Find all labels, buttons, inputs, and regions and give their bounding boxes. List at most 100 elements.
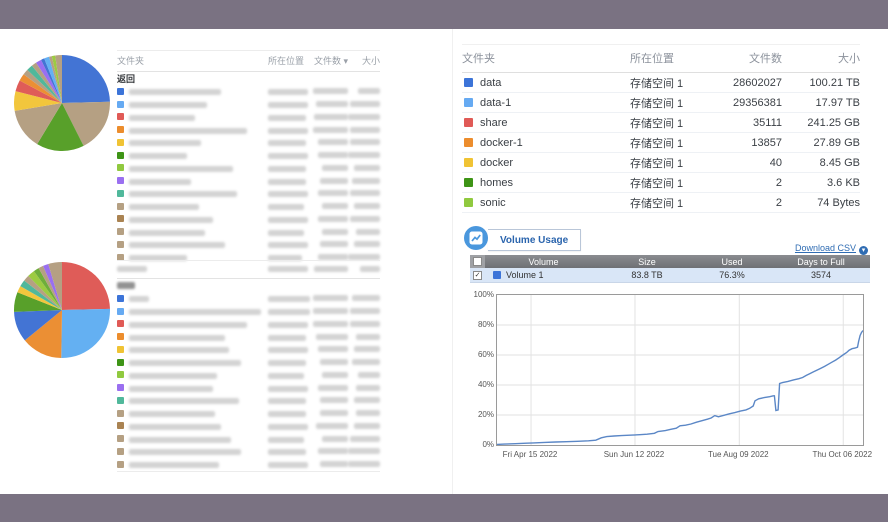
folder-size: 100.21 TB: [809, 76, 860, 89]
pie-slice: [62, 262, 110, 310]
blurred-folder-row[interactable]: [117, 149, 380, 162]
blurred-count: [313, 152, 348, 159]
folder-row[interactable]: data-1 存储空间 1 29356381 17.97 TB: [462, 93, 860, 113]
blurred-name: [129, 302, 268, 320]
download-icon[interactable]: ▾: [859, 246, 868, 255]
blur-bar: [348, 448, 380, 455]
blurred-location: [268, 223, 313, 241]
column-header-folder[interactable]: 文件夹: [462, 53, 495, 65]
blurred-folder-row[interactable]: [117, 356, 380, 369]
column-header-location[interactable]: 所在位置: [268, 56, 305, 66]
tab-volume-usage[interactable]: Volume Usage: [488, 229, 582, 251]
column-header-count[interactable]: 文件数: [749, 53, 782, 65]
blurred-folder-row[interactable]: [117, 343, 380, 356]
blurred-folder-row[interactable]: [117, 445, 380, 458]
blurred-name: [129, 159, 268, 177]
y-axis-label: 60%: [477, 350, 494, 359]
pie-slice: [41, 58, 62, 103]
blur-bar: [129, 436, 231, 443]
folder-row[interactable]: docker 存储空间 1 40 8.45 GB: [462, 153, 860, 173]
folder-color-icon: [117, 215, 124, 223]
back-link[interactable]: 返回: [117, 74, 136, 84]
pie-slice: [14, 91, 62, 111]
blur-bar: [268, 114, 306, 121]
blur-bar: [320, 359, 348, 366]
blurred-folder-row[interactable]: [117, 394, 380, 407]
blur-bar: [129, 191, 237, 198]
blurred-folder-row[interactable]: [117, 420, 380, 433]
blurred-folder-row[interactable]: [117, 123, 380, 136]
select-all-checkbox[interactable]: [473, 257, 482, 266]
folder-color-icon: [464, 78, 473, 87]
folder-location: 存储空间 1: [630, 117, 684, 130]
blurred-location: [268, 289, 313, 307]
blurred-folder-row[interactable]: [117, 162, 380, 175]
blurred-count: [313, 384, 348, 391]
column-header-count-sorted[interactable]: 文件数 ▾: [313, 56, 348, 66]
folder-name-cell: data: [462, 77, 630, 89]
folder-name-cell: homes: [462, 177, 630, 189]
column-header-location[interactable]: 所在位置: [630, 53, 674, 65]
blurred-folder-row[interactable]: [117, 174, 380, 187]
blurred-folder-row[interactable]: [117, 98, 380, 111]
blurred-folder-row[interactable]: [117, 292, 380, 305]
blur-bar: [316, 422, 348, 429]
blurred-size: [348, 126, 380, 133]
volume-row[interactable]: ✓ Volume 1 83.8 TB 76.3% 3574: [470, 268, 870, 283]
folder-row[interactable]: share 存储空间 1 35111 241.25 GB: [462, 113, 860, 133]
blurred-folder-rows: [117, 292, 380, 471]
volume-used: 76.3%: [719, 270, 745, 280]
column-header-folder[interactable]: 文件夹: [117, 56, 145, 66]
folder-location: 存储空间 1: [630, 97, 684, 110]
blurred-folder-row[interactable]: [117, 305, 380, 318]
folder-file-count: 2: [775, 176, 782, 189]
folder-color-icon: [117, 113, 124, 121]
blurred-back-link[interactable]: [117, 279, 380, 292]
column-header-size[interactable]: 大小: [361, 56, 380, 66]
blurred-folder-row[interactable]: [117, 381, 380, 394]
blurred-folder-row[interactable]: [117, 200, 380, 213]
blur-bar: [358, 371, 380, 378]
blurred-name: [129, 404, 268, 422]
column-header-days-to-full[interactable]: Days to Full: [797, 256, 845, 267]
blur-bar: [268, 423, 308, 430]
volume-checkbox[interactable]: ✓: [473, 270, 482, 280]
volume-name-cell: Volume 1: [485, 270, 602, 280]
blur-bar: [129, 411, 215, 418]
blurred-folder-row[interactable]: [117, 407, 380, 420]
download-csv-link[interactable]: Download CSV: [794, 243, 856, 253]
folder-row[interactable]: homes 存储空间 1 2 3.6 KB: [462, 173, 860, 193]
blur-bar: [268, 89, 308, 96]
blurred-folder-row[interactable]: [117, 111, 380, 124]
blurred-folder-row[interactable]: [117, 458, 380, 471]
folder-row[interactable]: docker-1 存储空间 1 13857 27.89 GB: [462, 133, 860, 153]
folder-row[interactable]: sonic 存储空间 1 2 74 Bytes: [462, 193, 860, 213]
blurred-count: [313, 101, 348, 108]
pie-slice: [28, 271, 62, 310]
blurred-folder-row[interactable]: [117, 432, 380, 445]
column-header-size[interactable]: 大小: [838, 53, 860, 65]
blurred-folder-row[interactable]: [117, 330, 380, 343]
blurred-location: [268, 121, 313, 139]
blurred-folder-row[interactable]: [117, 238, 380, 251]
blur-bar: [268, 309, 310, 316]
folder-row[interactable]: data 存储空间 1 28602027 100.21 TB: [462, 73, 860, 93]
select-all-cell[interactable]: [470, 255, 485, 268]
blur-bar: [350, 435, 380, 442]
folder-color-icon: [117, 177, 124, 185]
folder-color-icon: [117, 358, 124, 366]
blurred-folder-row[interactable]: [117, 213, 380, 226]
blurred-location: [268, 302, 313, 320]
blurred-folder-row[interactable]: [117, 369, 380, 382]
blurred-folder-row[interactable]: [117, 136, 380, 149]
column-header-size[interactable]: Size: [638, 256, 656, 267]
blurred-folder-row[interactable]: [117, 187, 380, 200]
blurred-size: [348, 295, 380, 302]
blurred-count: [313, 435, 348, 442]
column-header-used[interactable]: Used: [721, 256, 743, 267]
blurred-folder-row[interactable]: [117, 225, 380, 238]
blurred-folder-row[interactable]: [117, 251, 380, 264]
blurred-folder-row[interactable]: [117, 318, 380, 331]
blurred-folder-row[interactable]: [117, 85, 380, 98]
column-header-volume[interactable]: Volume: [528, 256, 559, 267]
